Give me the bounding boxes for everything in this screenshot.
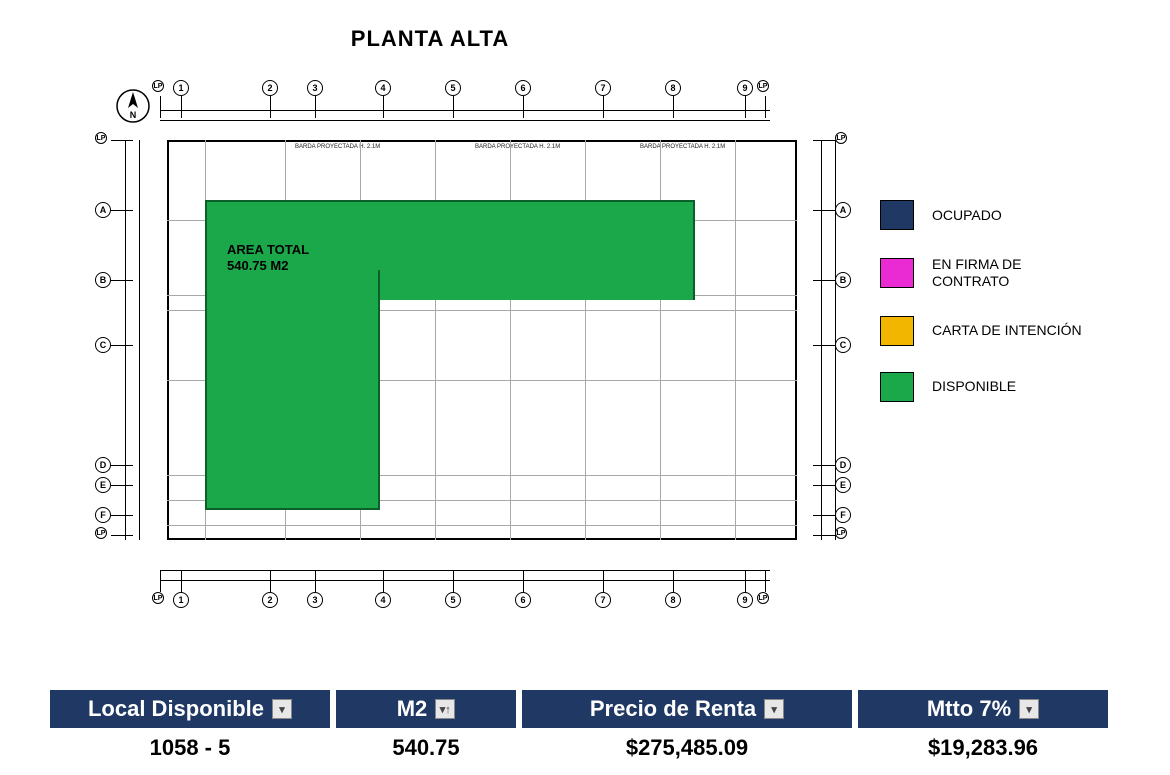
grid-bubble: F bbox=[835, 507, 851, 523]
grid-bubble: E bbox=[95, 477, 111, 493]
col-header-local: Local Disponible ▾ bbox=[50, 690, 330, 728]
cell-mtto: $19,283.96 bbox=[858, 732, 1108, 764]
sort-asc-button[interactable]: ▾↑ bbox=[435, 699, 455, 719]
svg-text:N: N bbox=[130, 110, 137, 120]
grid-bubble: 1 bbox=[173, 592, 189, 608]
legend-label: CARTA DE INTENCIÓN bbox=[932, 322, 1082, 339]
grid-bubble: 7 bbox=[595, 592, 611, 608]
grid-bubble: F bbox=[95, 507, 111, 523]
grid-bubble: 5 bbox=[445, 80, 461, 96]
grid-bubble: 1 bbox=[173, 80, 189, 96]
grid-bubble: LP bbox=[757, 80, 769, 92]
availability-table: Local Disponible ▾ M2 ▾↑ Precio de Renta… bbox=[50, 690, 1120, 764]
legend-swatch bbox=[880, 316, 914, 346]
grid-bubble: E bbox=[835, 477, 851, 493]
cell-m2: 540.75 bbox=[336, 732, 516, 764]
cell-local: 1058 - 5 bbox=[50, 732, 330, 764]
table-header-row: Local Disponible ▾ M2 ▾↑ Precio de Renta… bbox=[50, 690, 1120, 728]
grid-bubble: C bbox=[835, 337, 851, 353]
grid-bubble: 3 bbox=[307, 80, 323, 96]
legend-item: CARTA DE INTENCIÓN bbox=[880, 316, 1140, 346]
col-header-m2: M2 ▾↑ bbox=[336, 690, 516, 728]
grid-bubble: LP bbox=[835, 527, 847, 539]
legend-item: OCUPADO bbox=[880, 200, 1140, 230]
dimension-note: BARDA PROYECTADA H. 2.1M bbox=[475, 144, 560, 150]
grid-bubble: B bbox=[835, 272, 851, 288]
grid-bubble: LP bbox=[152, 592, 164, 604]
grid-bubble: LP bbox=[835, 132, 847, 144]
grid-bubble: C bbox=[95, 337, 111, 353]
table-row: 1058 - 5 540.75 $275,485.09 $19,283.96 bbox=[50, 732, 1120, 764]
legend-label: DISPONIBLE bbox=[932, 378, 1016, 395]
legend-label: OCUPADO bbox=[932, 207, 1002, 224]
grid-bubble: 2 bbox=[262, 80, 278, 96]
grid-bubble: 2 bbox=[262, 592, 278, 608]
grid-bubble: LP bbox=[95, 527, 107, 539]
grid-bubble: 5 bbox=[445, 592, 461, 608]
grid-bubble: D bbox=[835, 457, 851, 473]
grid-bubble: 6 bbox=[515, 592, 531, 608]
cell-precio: $275,485.09 bbox=[522, 732, 852, 764]
grid-bubble: 4 bbox=[375, 592, 391, 608]
grid-bubble: 3 bbox=[307, 592, 323, 608]
col-header-mtto: Mtto 7% ▾ bbox=[858, 690, 1108, 728]
dimension-note: BARDA PROYECTADA H. 2.1M bbox=[640, 144, 725, 150]
grid-bubble: 8 bbox=[665, 80, 681, 96]
floorplan: N BARDA PROYECTADA H. 2.1M BARDA PROYECT… bbox=[95, 70, 855, 630]
grid-bubble: LP bbox=[757, 592, 769, 604]
grid-bubble: 6 bbox=[515, 80, 531, 96]
filter-button[interactable]: ▾ bbox=[1019, 699, 1039, 719]
legend-swatch bbox=[880, 258, 914, 288]
legend-item: EN FIRMA DE CONTRATO bbox=[880, 256, 1140, 290]
page-title: PLANTA ALTA bbox=[0, 26, 860, 52]
grid-bubble: A bbox=[95, 202, 111, 218]
area-total-label: AREA TOTAL 540.75 M2 bbox=[227, 242, 309, 275]
col-header-precio: Precio de Renta ▾ bbox=[522, 690, 852, 728]
filter-button[interactable]: ▾ bbox=[272, 699, 292, 719]
grid-bubble: 4 bbox=[375, 80, 391, 96]
grid-bubble: A bbox=[835, 202, 851, 218]
grid-bubble: D bbox=[95, 457, 111, 473]
legend-label: EN FIRMA DE CONTRATO bbox=[932, 256, 1092, 290]
legend-swatch bbox=[880, 372, 914, 402]
available-area bbox=[205, 270, 380, 510]
grid-bubble: LP bbox=[152, 80, 164, 92]
compass-icon: N bbox=[115, 88, 151, 124]
legend-item: DISPONIBLE bbox=[880, 372, 1140, 402]
dimension-note: BARDA PROYECTADA H. 2.1M bbox=[295, 144, 380, 150]
grid-bubble: 9 bbox=[737, 80, 753, 96]
filter-button[interactable]: ▾ bbox=[764, 699, 784, 719]
legend: OCUPADO EN FIRMA DE CONTRATO CARTA DE INTE… bbox=[880, 200, 1140, 428]
grid-bubble: B bbox=[95, 272, 111, 288]
grid-bubble: LP bbox=[95, 132, 107, 144]
legend-swatch bbox=[880, 200, 914, 230]
grid-bubble: 7 bbox=[595, 80, 611, 96]
grid-bubble: 9 bbox=[737, 592, 753, 608]
grid-bubble: 8 bbox=[665, 592, 681, 608]
